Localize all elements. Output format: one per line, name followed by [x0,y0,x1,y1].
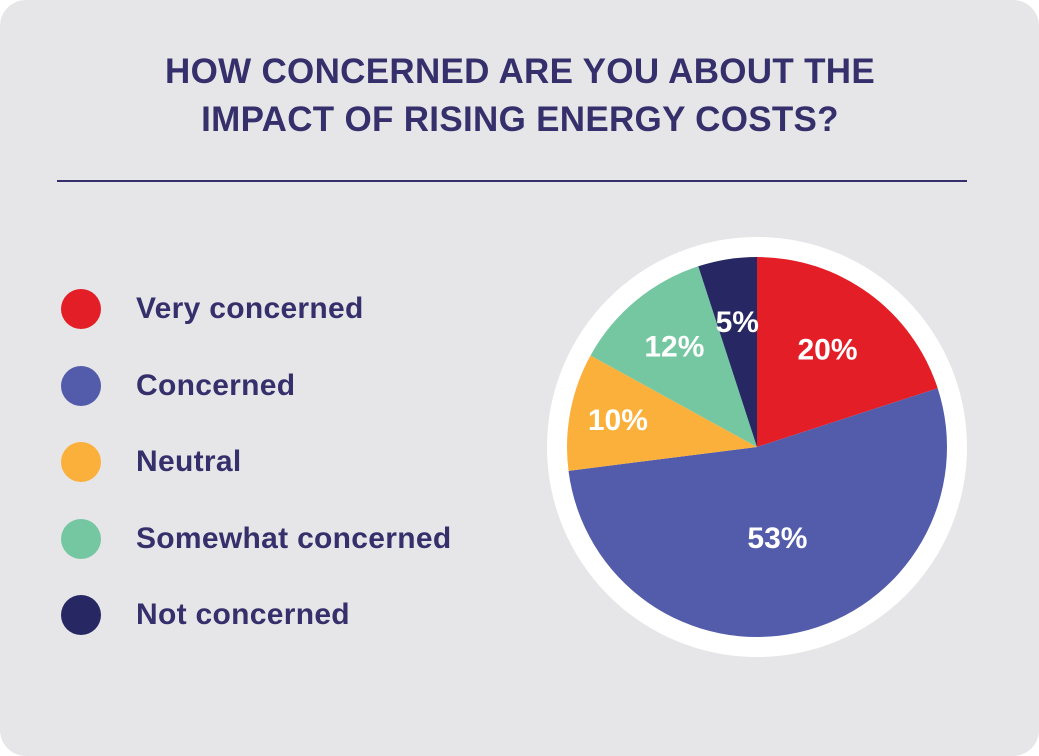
legend-label-neutral: Neutral [136,445,242,478]
pie-slice-concerned [568,388,947,637]
legend-item-not-concerned: Not concerned [60,576,520,653]
legend-label-concerned: Concerned [136,368,296,402]
legend-swatch-concerned [61,365,101,406]
chart-title: HOW CONCERNED ARE YOU ABOUT THE IMPACT O… [60,48,980,144]
legend-label-very-concerned: Very concerned [136,292,364,325]
legend-item-somewhat-concerned: Somewhat concerned [60,500,520,577]
title-divider [57,180,967,182]
chart-title-line-1: HOW CONCERNED ARE YOU ABOUT THE [165,52,875,91]
legend-item-neutral: Neutral [60,423,520,500]
pie-label-neutral: 10% [588,404,648,437]
pie-label-somewhat-concerned: 12% [644,331,704,364]
legend-label-not-concerned: Not concerned [136,598,350,631]
chart-title-line-2: IMPACT OF RISING ENERGY COSTS? [201,100,839,139]
pie-slice-somewhat-concerned [590,266,757,447]
pie-label-not-concerned: 5% [716,306,759,339]
pie-slice-not-concerned [698,257,757,447]
pie-label-very-concerned: 20% [798,333,858,366]
legend-item-concerned: Concerned [60,347,520,424]
legend-item-very-concerned: Very concerned [60,270,520,347]
legend-swatch-very-concerned [61,289,101,329]
pie-label-concerned: 53% [747,522,807,555]
legend-swatch-somewhat-concerned [61,518,101,559]
pie-slice-very-concerned [757,257,938,447]
legend-label-somewhat-concerned: Somewhat concerned [136,521,452,555]
legend-swatch-neutral [61,442,101,482]
pie-labels: 20% 53% 10% 12% 5% [588,306,858,555]
pie-slices [567,257,947,637]
legend: Very concerned Concerned Neutral Somewha… [60,270,520,653]
pie-slice-neutral [567,355,757,471]
pie-chart: 20% 53% 10% 12% 5% [547,237,967,657]
legend-swatch-not-concerned [61,595,101,635]
